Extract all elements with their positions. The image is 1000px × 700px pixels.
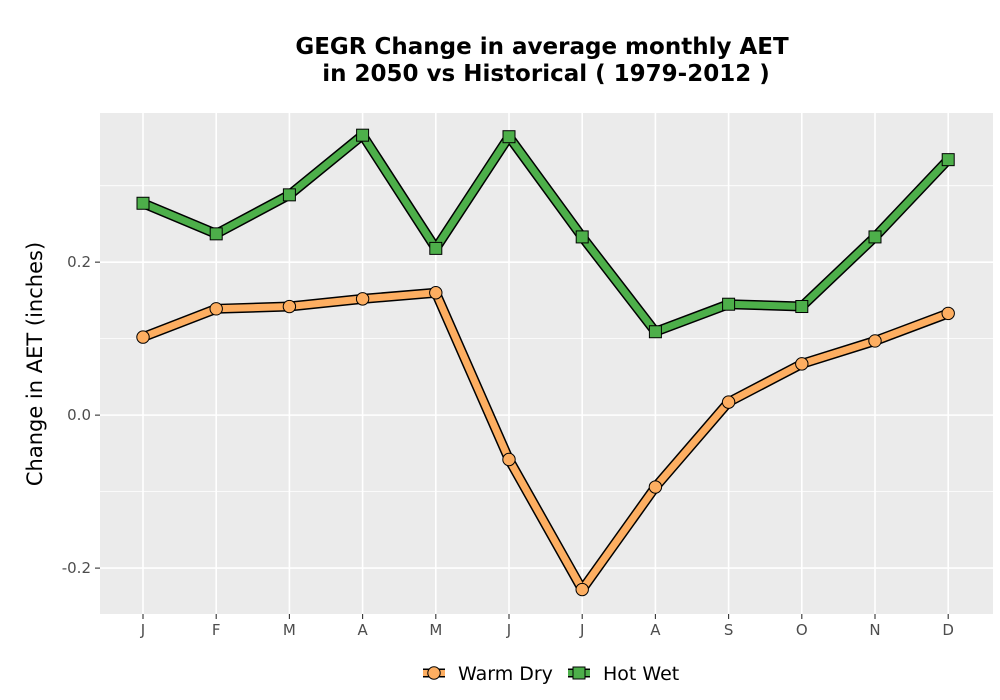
point-hot-wet-6 <box>575 230 589 244</box>
x-tick-label: J <box>140 621 145 639</box>
y-tick-label: 0.0 <box>67 406 91 424</box>
y-axis-title: Change in AET (inches) <box>23 242 47 486</box>
point-hot-wet-5 <box>502 130 516 144</box>
x-tick-label: A <box>650 621 661 639</box>
legend-item-warm-dry: Warm Dry <box>423 663 553 685</box>
y-tick-label: -0.2 <box>62 559 91 577</box>
point-warm-dry-2 <box>282 299 297 314</box>
y-tick-label: 0.2 <box>67 253 91 271</box>
series-line-hot-wet <box>139 131 952 336</box>
x-tick-label: F <box>212 621 221 639</box>
point-warm-dry-6 <box>575 582 589 597</box>
point-hot-wet-2 <box>282 188 296 202</box>
point-hot-wet-8 <box>722 297 736 311</box>
x-tick-label: N <box>869 621 880 639</box>
legend-item-hot-wet: Hot Wet <box>568 663 679 685</box>
x-tick-label: J <box>579 621 584 639</box>
chart-title-line-1: GEGR Change in average monthly AET <box>295 34 789 60</box>
point-warm-dry-10 <box>868 334 882 348</box>
x-tick-label: A <box>357 621 368 639</box>
point-warm-dry-0 <box>136 330 150 344</box>
point-hot-wet-1 <box>209 227 223 241</box>
x-tick-label: D <box>942 621 954 639</box>
x-tick-label: M <box>283 621 296 639</box>
x-tick-label: O <box>796 621 808 639</box>
point-warm-dry-3 <box>355 292 370 306</box>
point-hot-wet-7 <box>648 325 662 339</box>
point-hot-wet-4 <box>429 241 443 255</box>
legend: Warm Dry Hot Wet <box>423 663 679 685</box>
axis-layer: -0.2 0.0 0.2 J F M A M J J A S O N D <box>62 253 954 639</box>
legend-marker <box>572 666 586 680</box>
point-warm-dry-4 <box>429 286 443 300</box>
x-tick-label: S <box>724 621 734 639</box>
point-warm-dry-5 <box>502 452 516 467</box>
point-warm-dry-11 <box>941 306 955 321</box>
series-layer <box>136 128 955 597</box>
legend-marker <box>427 666 441 680</box>
legend-label: Warm Dry <box>458 663 553 685</box>
point-warm-dry-1 <box>209 302 223 316</box>
point-hot-wet-9 <box>795 300 809 314</box>
legend-label: Hot Wet <box>603 663 679 685</box>
point-hot-wet-3 <box>356 128 370 142</box>
point-hot-wet-0 <box>136 196 150 210</box>
x-tick-label: M <box>429 621 442 639</box>
x-tick-label: J <box>506 621 511 639</box>
point-hot-wet-11 <box>941 153 955 167</box>
point-warm-dry-7 <box>648 480 663 494</box>
point-warm-dry-8 <box>721 395 736 409</box>
point-warm-dry-9 <box>795 357 809 371</box>
series-line-warm-dry <box>139 289 952 594</box>
point-hot-wet-10 <box>868 230 882 244</box>
chart-title-line-2: in 2050 vs Historical ( 1979-2012 ) <box>322 61 769 87</box>
